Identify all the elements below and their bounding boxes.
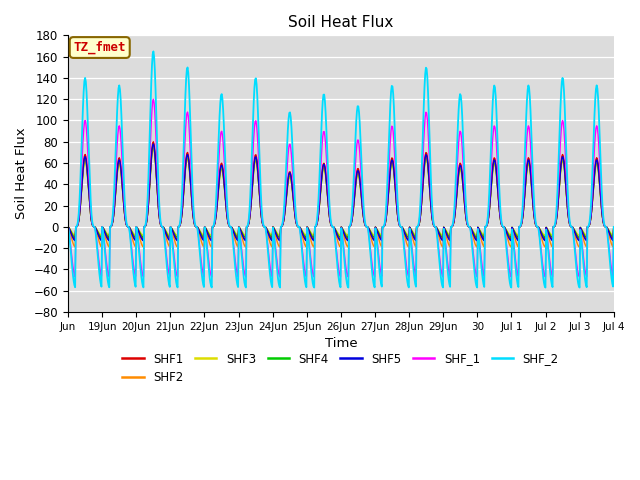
SHF_1 — [344, 274, 352, 280]
SHF5 — [150, 141, 157, 147]
SHF_1 — [150, 96, 157, 102]
SHF4 — [610, 224, 618, 230]
Legend: SHF1, SHF2, SHF3, SHF4, SHF5, SHF_1, SHF_2: SHF1, SHF2, SHF3, SHF4, SHF5, SHF_1, SHF… — [118, 348, 563, 389]
SHF_2 — [277, 224, 285, 230]
SHF_2 — [64, 224, 72, 230]
SHF_2 — [229, 240, 237, 246]
SHF_1 — [256, 188, 264, 193]
SHF_1 — [610, 224, 618, 230]
Line: SHF3: SHF3 — [68, 148, 614, 235]
Line: SHF5: SHF5 — [68, 144, 614, 241]
SHF5 — [64, 224, 72, 230]
SHF4 — [128, 229, 136, 235]
Text: TZ_fmet: TZ_fmet — [74, 41, 126, 54]
Title: Soil Heat Flux: Soil Heat Flux — [288, 15, 394, 30]
SHF_2 — [399, 228, 406, 234]
SHF2 — [128, 234, 136, 240]
SHF_1 — [429, 218, 437, 224]
SHF3 — [256, 201, 264, 207]
Line: SHF4: SHF4 — [68, 146, 614, 238]
Line: SHF_1: SHF_1 — [68, 99, 614, 277]
SHF_1 — [399, 228, 406, 233]
SHF4 — [150, 143, 157, 149]
SHF3 — [277, 224, 285, 230]
SHF3 — [229, 226, 237, 232]
SHF2 — [399, 226, 406, 231]
Line: SHF1: SHF1 — [68, 142, 614, 240]
SHF4 — [256, 201, 264, 206]
Line: SHF2: SHF2 — [68, 145, 614, 247]
SHF2 — [256, 200, 264, 206]
SHF2 — [610, 224, 618, 230]
SHF3 — [150, 145, 157, 151]
SHF5 — [277, 224, 285, 230]
SHF3 — [128, 228, 136, 234]
SHF1 — [256, 199, 264, 205]
SHF4 — [229, 227, 237, 233]
SHF_2 — [429, 216, 437, 222]
SHF2 — [150, 142, 157, 148]
SHF1 — [399, 225, 406, 231]
SHF2 — [277, 224, 285, 230]
SHF5 — [399, 225, 406, 231]
SHF2 — [64, 224, 72, 230]
SHF5 — [229, 228, 237, 233]
SHF1 — [344, 237, 352, 242]
Y-axis label: Soil Heat Flux: Soil Heat Flux — [15, 128, 28, 219]
SHF_1 — [277, 224, 285, 230]
SHF_2 — [610, 224, 618, 230]
SHF2 — [344, 244, 352, 250]
SHF1 — [429, 220, 437, 226]
SHF3 — [429, 220, 437, 226]
SHF3 — [399, 225, 406, 230]
SHF_1 — [128, 250, 136, 255]
SHF5 — [256, 200, 264, 205]
SHF_1 — [229, 237, 237, 243]
SHF_2 — [344, 285, 352, 290]
SHF4 — [344, 235, 352, 240]
SHF1 — [64, 224, 72, 230]
SHF1 — [277, 224, 285, 230]
SHF1 — [128, 230, 136, 236]
SHF4 — [277, 224, 285, 230]
SHF5 — [610, 224, 618, 230]
SHF_1 — [64, 224, 72, 230]
SHF_2 — [128, 255, 136, 261]
SHF4 — [399, 225, 406, 230]
SHF_2 — [256, 173, 264, 179]
SHF1 — [150, 139, 157, 144]
SHF3 — [610, 224, 618, 230]
X-axis label: Time: Time — [324, 337, 357, 350]
SHF5 — [429, 220, 437, 226]
SHF4 — [429, 220, 437, 226]
SHF3 — [344, 232, 352, 238]
SHF3 — [64, 224, 72, 230]
SHF1 — [610, 224, 618, 230]
SHF5 — [344, 238, 352, 244]
SHF4 — [64, 224, 72, 230]
SHF2 — [429, 220, 437, 226]
SHF1 — [229, 228, 237, 233]
SHF2 — [229, 229, 237, 235]
Line: SHF_2: SHF_2 — [68, 51, 614, 288]
SHF_2 — [150, 48, 157, 54]
SHF5 — [128, 231, 136, 237]
